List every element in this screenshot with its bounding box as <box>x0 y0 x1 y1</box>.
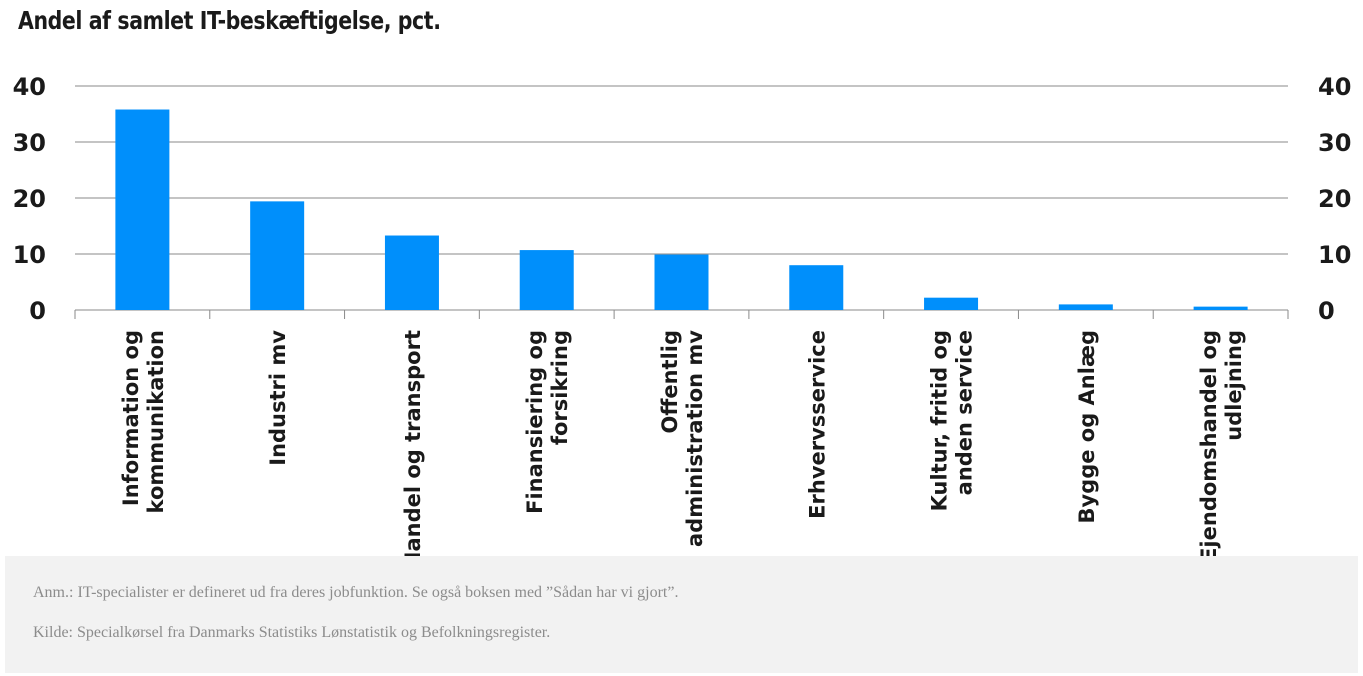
chart-title: Andel af samlet IT-beskæftigelse, pct. <box>18 6 441 35</box>
y-tick-label-left: 30 <box>13 129 46 157</box>
bar <box>250 201 305 310</box>
x-category-label: Erhvervsservice <box>805 330 829 519</box>
x-category-label: Information og <box>119 330 143 506</box>
x-category-label: Industri mv <box>266 330 290 466</box>
bar <box>519 250 574 310</box>
y-tick-label-left: 10 <box>13 241 46 269</box>
bar-chart: 0 0 10 10 20 20 30 30 40 40 Information og kommunik… <box>13 73 1352 556</box>
bar <box>1193 306 1248 310</box>
notes-panel: Anm.: IT-specialister er defineret ud fr… <box>5 556 1358 673</box>
bar <box>384 235 439 310</box>
bar <box>789 265 844 310</box>
note-anm: Anm.: IT-specialister er defineret ud fr… <box>33 584 679 601</box>
x-category-label: Handel og transport <box>401 330 425 556</box>
y-tick-label-right: 10 <box>1318 241 1351 269</box>
bar <box>654 254 709 310</box>
y-tick-label-right: 0 <box>1318 297 1335 325</box>
bar <box>1058 304 1113 310</box>
x-category-label: Ejendomshandel og <box>1197 330 1221 556</box>
y-tick-label-right: 20 <box>1318 185 1351 213</box>
x-category-label: Finansiering og <box>523 330 547 514</box>
x-category-label: Offentlig <box>658 330 682 434</box>
x-category-label: administration mv <box>683 330 707 547</box>
x-category-label: kommunikation <box>144 330 168 513</box>
x-category-label: Kultur, fritid og <box>928 330 952 511</box>
y-tick-label-left: 20 <box>13 185 46 213</box>
y-tick-label-left: 40 <box>13 73 46 101</box>
note-source: Kilde: Specialkørsel fra Danmarks Statis… <box>33 624 551 641</box>
x-category-label: forsikring <box>548 330 572 445</box>
x-category-label: udlejning <box>1222 330 1246 441</box>
x-category-label: anden service <box>953 330 977 495</box>
bar <box>115 109 170 311</box>
bar <box>924 297 979 310</box>
y-tick-label-right: 30 <box>1318 129 1351 157</box>
y-tick-label-right: 40 <box>1318 73 1351 101</box>
x-category-label: Bygge og Anlæg <box>1075 330 1099 524</box>
y-tick-label-left: 0 <box>29 297 46 325</box>
